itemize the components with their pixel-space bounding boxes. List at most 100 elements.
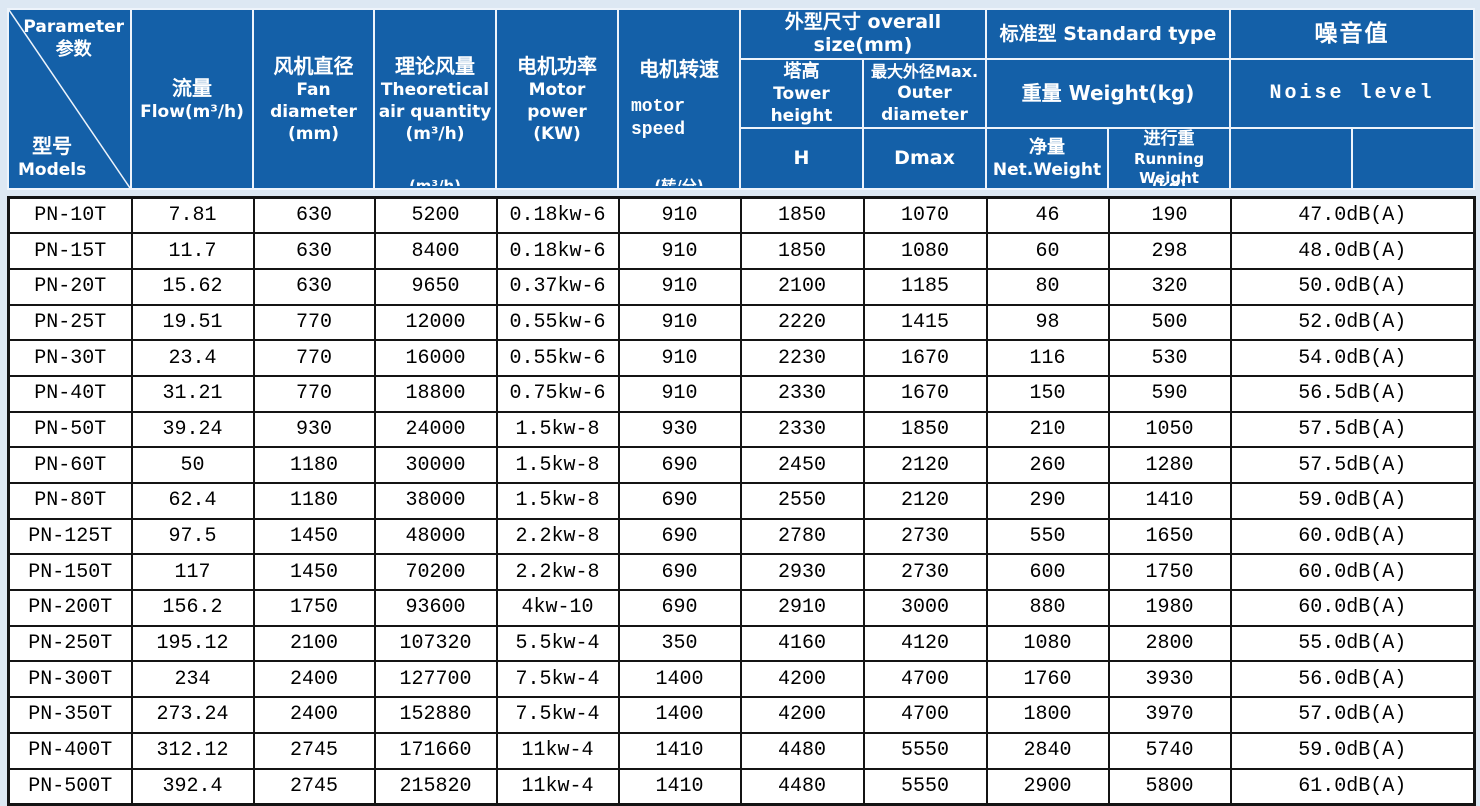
spec-table-header: Parameter 参数 型号 Models 流量 Flow(m³/h) 风机直… — [7, 8, 1476, 190]
cell-motor-power: 0.55kw-6 — [495, 303, 620, 342]
cell-model: PN-40T — [7, 374, 133, 413]
clipped-unit-text: (kg) — [1151, 177, 1187, 186]
cell-motor-speed: 350 — [617, 624, 742, 663]
cell-net-weight: 1800 — [985, 696, 1110, 734]
cell-noise-level: 60.0dB(A) — [1229, 517, 1476, 556]
cell-fan-diameter: 2400 — [252, 660, 376, 699]
col-header-motor-power: 电机功率 Motor power (KW) — [495, 8, 619, 190]
cell-fan-diameter: 930 — [252, 410, 376, 449]
cell-motor-power: 7.5kw-4 — [495, 696, 620, 734]
cell-motor-power: 7.5kw-4 — [495, 660, 620, 699]
cell-running-weight: 1650 — [1107, 517, 1232, 556]
col-header-theoretical-air-quantity: 理论风量 Theoretical air quantity (m³/h) (m³… — [373, 8, 497, 190]
group-header-standard-type: 标准型 Standard type — [985, 8, 1232, 60]
cell-motor-power: 0.18kw-6 — [495, 196, 620, 235]
cell-theoretical-air-quantity: 24000 — [373, 410, 498, 449]
cell-net-weight: 210 — [985, 410, 1110, 449]
diagonal-divider-line — [9, 10, 130, 188]
cell-motor-speed: 910 — [617, 196, 742, 235]
cell-flow: 62.4 — [130, 482, 255, 520]
cell-motor-power: 1.5kw-8 — [495, 446, 620, 484]
cell-theoretical-air-quantity: 38000 — [373, 482, 498, 520]
cell-theoretical-air-quantity: 16000 — [373, 339, 498, 377]
cell-flow: 31.21 — [130, 374, 255, 413]
cell-noise-level: 47.0dB(A) — [1229, 196, 1476, 235]
col-header-outer-diameter: 最大外径Max. Outer diameter — [861, 58, 988, 129]
cell-running-weight: 320 — [1107, 267, 1232, 306]
cell-model: PN-150T — [7, 553, 133, 592]
table-row: PN-25T 19.51 770 12000 0.55kw-6 910 2220 1415 98… — [7, 303, 1476, 342]
cell-net-weight: 1760 — [985, 660, 1110, 699]
cell-max-outer-diameter: 2730 — [862, 553, 988, 592]
cell-motor-power: 11kw-4 — [495, 767, 620, 806]
cell-max-outer-diameter: 2730 — [862, 517, 988, 556]
cell-motor-power: 0.75kw-6 — [495, 374, 620, 413]
cell-model: PN-350T — [7, 696, 133, 734]
parameter-en: Parameter — [23, 17, 124, 37]
table-row: PN-350T 273.24 2400 152880 7.5kw-4 1400 4200 47… — [7, 696, 1476, 734]
cell-model: PN-250T — [7, 624, 133, 663]
cell-model: PN-25T — [7, 303, 133, 342]
cell-theoretical-air-quantity: 127700 — [373, 660, 498, 699]
group-header-overall-size: 外型尺寸 overall size(mm) — [738, 8, 988, 60]
cell-noise-level: 61.0dB(A) — [1229, 767, 1476, 806]
cell-net-weight: 60 — [985, 232, 1110, 270]
cell-flow: 23.4 — [130, 339, 255, 377]
cell-model: PN-15T — [7, 232, 133, 270]
col-header-tower-height: 塔高 Tower height — [739, 58, 864, 129]
cell-net-weight: 98 — [985, 303, 1110, 342]
cell-model: PN-20T — [7, 267, 133, 306]
cell-flow: 39.24 — [130, 410, 255, 449]
cell-running-weight: 3970 — [1107, 696, 1232, 734]
cell-motor-speed: 910 — [617, 303, 742, 342]
table-row: PN-300T 234 2400 127700 7.5kw-4 1400 4200 4700 1… — [7, 660, 1476, 699]
cell-net-weight: 116 — [985, 339, 1110, 377]
cell-flow: 392.4 — [130, 767, 255, 806]
cell-model: PN-80T — [7, 482, 133, 520]
cell-fan-diameter: 2745 — [252, 731, 376, 770]
cell-motor-power: 0.18kw-6 — [495, 232, 620, 270]
cell-fan-diameter: 1450 — [252, 517, 376, 556]
table-row: PN-30T 23.4 770 16000 0.55kw-6 910 2230 1670 116… — [7, 339, 1476, 377]
cell-noise-level: 59.0dB(A) — [1229, 731, 1476, 770]
cell-tower-height: 4480 — [739, 731, 865, 770]
cell-fan-diameter: 1180 — [252, 446, 376, 484]
col-header-motor-speed: 电机转速 motor speed (转/分) — [617, 8, 741, 190]
cell-motor-power: 0.37kw-6 — [495, 267, 620, 306]
cell-fan-diameter: 630 — [252, 196, 376, 235]
cell-fan-diameter: 1450 — [252, 553, 376, 592]
cell-motor-power: 11kw-4 — [495, 731, 620, 770]
cell-max-outer-diameter: 2120 — [862, 482, 988, 520]
cell-motor-power: 1.5kw-8 — [495, 482, 620, 520]
spec-sheet: Parameter 参数 型号 Models 流量 Flow(m³/h) 风机直… — [7, 8, 1476, 806]
cell-tower-height: 4200 — [739, 696, 865, 734]
cell-noise-level: 56.0dB(A) — [1229, 660, 1476, 699]
cell-motor-power: 1.5kw-8 — [495, 410, 620, 449]
cell-running-weight: 1980 — [1107, 589, 1232, 627]
cell-max-outer-diameter: 1080 — [862, 232, 988, 270]
cell-motor-speed: 930 — [617, 410, 742, 449]
cell-flow: 19.51 — [130, 303, 255, 342]
cell-theoretical-air-quantity: 18800 — [373, 374, 498, 413]
cell-net-weight: 290 — [985, 482, 1110, 520]
cell-max-outer-diameter: 4700 — [862, 660, 988, 699]
table-row: PN-250T 195.12 2100 107320 5.5kw-4 350 4160 412… — [7, 624, 1476, 663]
cell-tower-height: 4480 — [739, 767, 865, 806]
cell-flow: 234 — [130, 660, 255, 699]
cell-fan-diameter: 1180 — [252, 482, 376, 520]
table-row: PN-20T 15.62 630 9650 0.37kw-6 910 2100 1185 80 3… — [7, 267, 1476, 306]
cell-model: PN-400T — [7, 731, 133, 770]
cell-theoretical-air-quantity: 152880 — [373, 696, 498, 734]
cell-running-weight: 298 — [1107, 232, 1232, 270]
spec-table: PN-10T 7.81 630 5200 0.18kw-6 910 1850 1070 46 19… — [7, 196, 1476, 806]
cell-running-weight: 530 — [1107, 339, 1232, 377]
cell-fan-diameter: 2100 — [252, 624, 376, 663]
cell-running-weight: 5800 — [1107, 767, 1232, 806]
cell-theoretical-air-quantity: 5200 — [373, 196, 498, 235]
cell-fan-diameter: 1750 — [252, 589, 376, 627]
cell-max-outer-diameter: 1185 — [862, 267, 988, 306]
cell-net-weight: 1080 — [985, 624, 1110, 663]
table-row: PN-60T 50 1180 30000 1.5kw-8 690 2450 2120 260 12… — [7, 446, 1476, 484]
cell-theoretical-air-quantity: 9650 — [373, 267, 498, 306]
cell-max-outer-diameter: 4700 — [862, 696, 988, 734]
